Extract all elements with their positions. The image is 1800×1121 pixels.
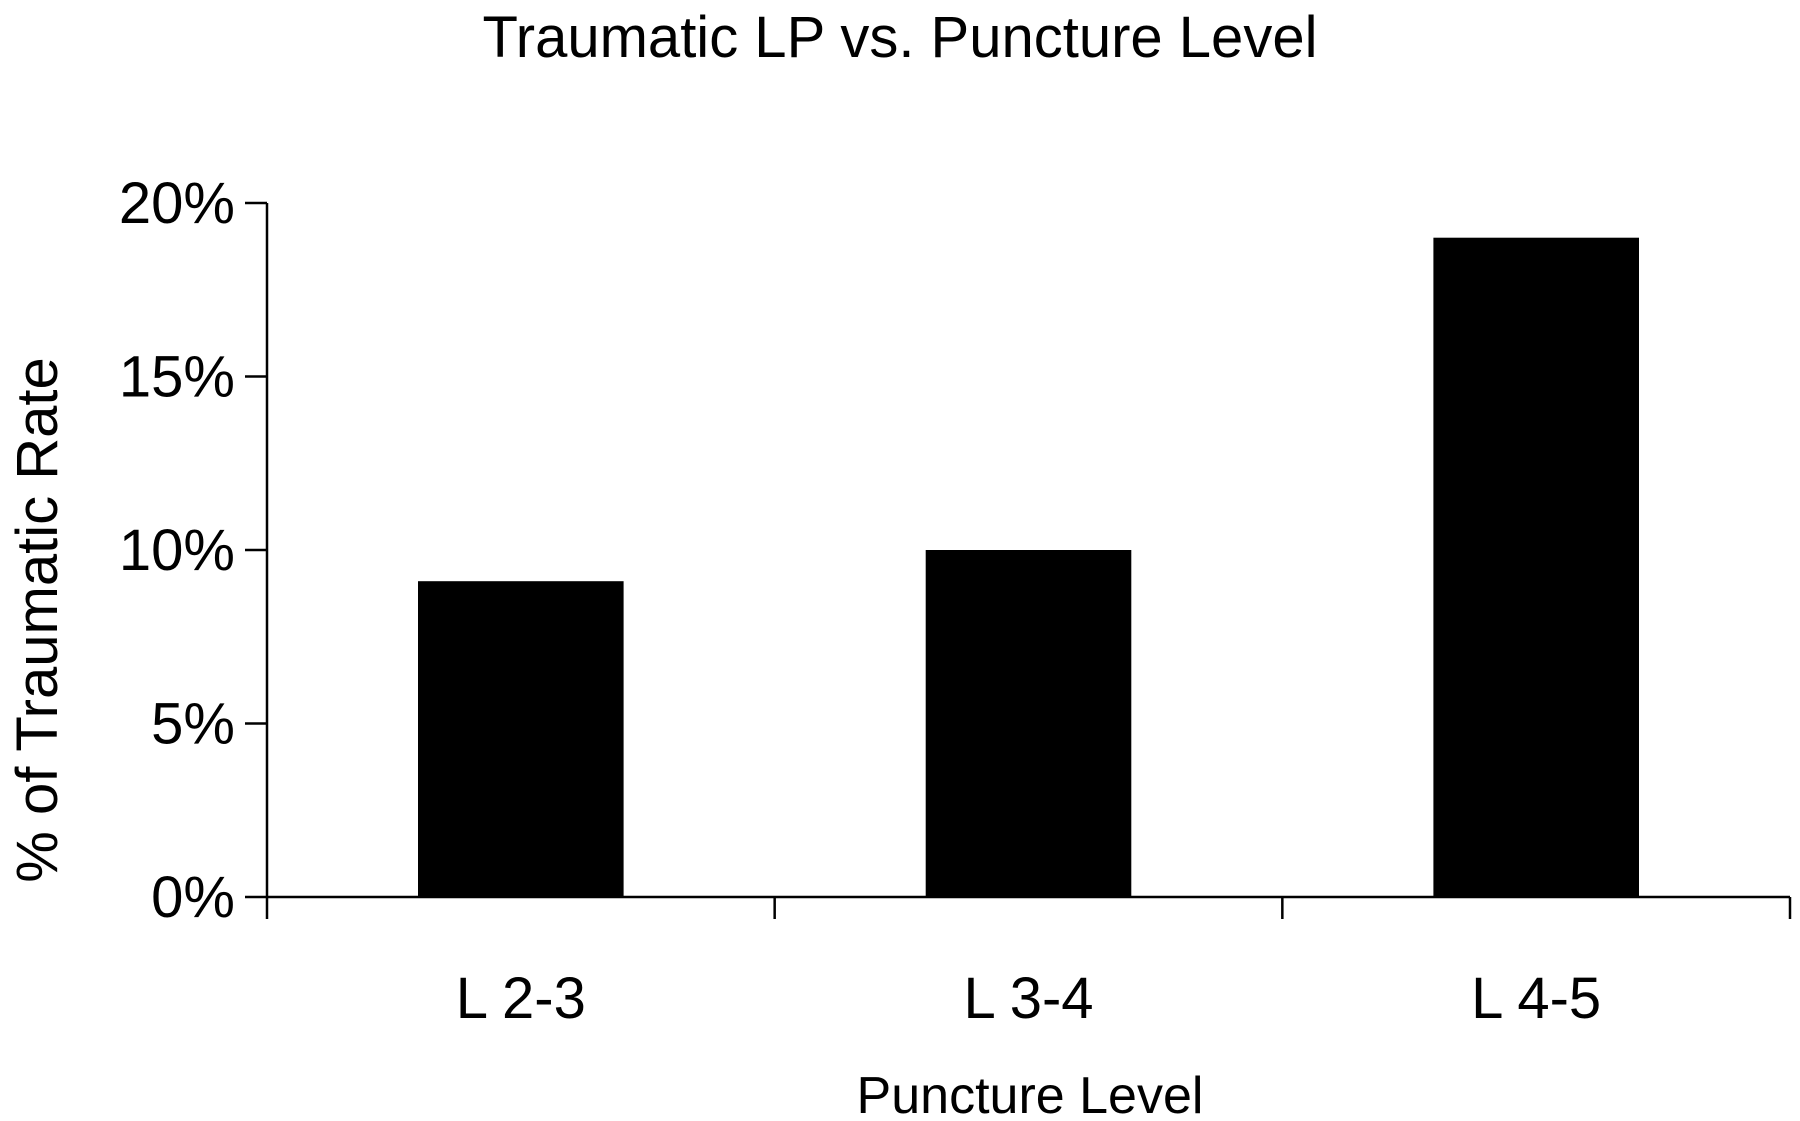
x-tick-label-1: L 3-4 [963,966,1093,1031]
y-tick-label-3: 15% [119,345,235,410]
y-tick-label-4: 20% [119,171,235,236]
chart-title: Traumatic LP vs. Puncture Level [483,5,1318,70]
x-axis-label: Puncture Level [857,1067,1204,1121]
bar-1 [925,550,1132,897]
y-tick-label-1: 5% [151,692,235,757]
plot-area: 0% 5% 10% 15% 20% L 2-3 L 3-4 L 4-5 [119,171,1792,1031]
bar-0 [418,581,624,897]
x-tick-label-0: L 2-3 [456,966,586,1031]
x-tick-label-2: L 4-5 [1471,966,1601,1031]
y-tick-label-2: 10% [119,518,235,583]
y-axis-label: % of Traumatic Rate [5,357,70,882]
y-tick-label-0: 0% [151,865,235,930]
bar-2 [1433,237,1639,897]
